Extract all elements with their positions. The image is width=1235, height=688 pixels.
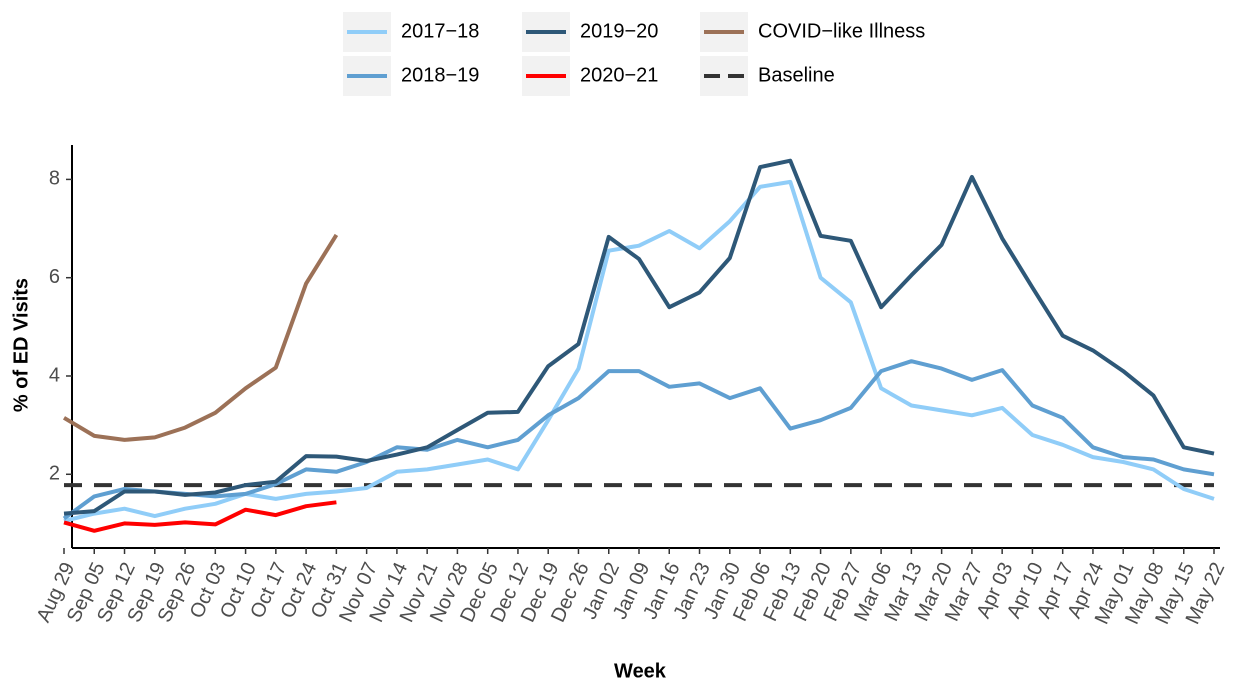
series-line [63,179,1215,523]
y-tick-label: 8 [49,168,60,190]
legend-label: 2017−18 [401,20,479,42]
legend-label: Baseline [758,64,835,86]
y-tick-label: 4 [49,364,60,386]
series-line [63,500,337,533]
series-line [62,359,1215,521]
y-tick-label: 2 [49,463,60,485]
legend-label: 2019−20 [580,20,658,42]
legend-label: 2018−19 [401,64,479,86]
x-axis-title: Week [614,660,667,682]
y-tick-label: 6 [49,266,60,288]
legend-label: COVID−like Illness [758,20,925,42]
series-line [63,158,1215,516]
series-line [62,233,339,442]
y-axis-title: % of ED Visits [10,278,32,412]
legend-label: 2020−21 [580,64,658,86]
